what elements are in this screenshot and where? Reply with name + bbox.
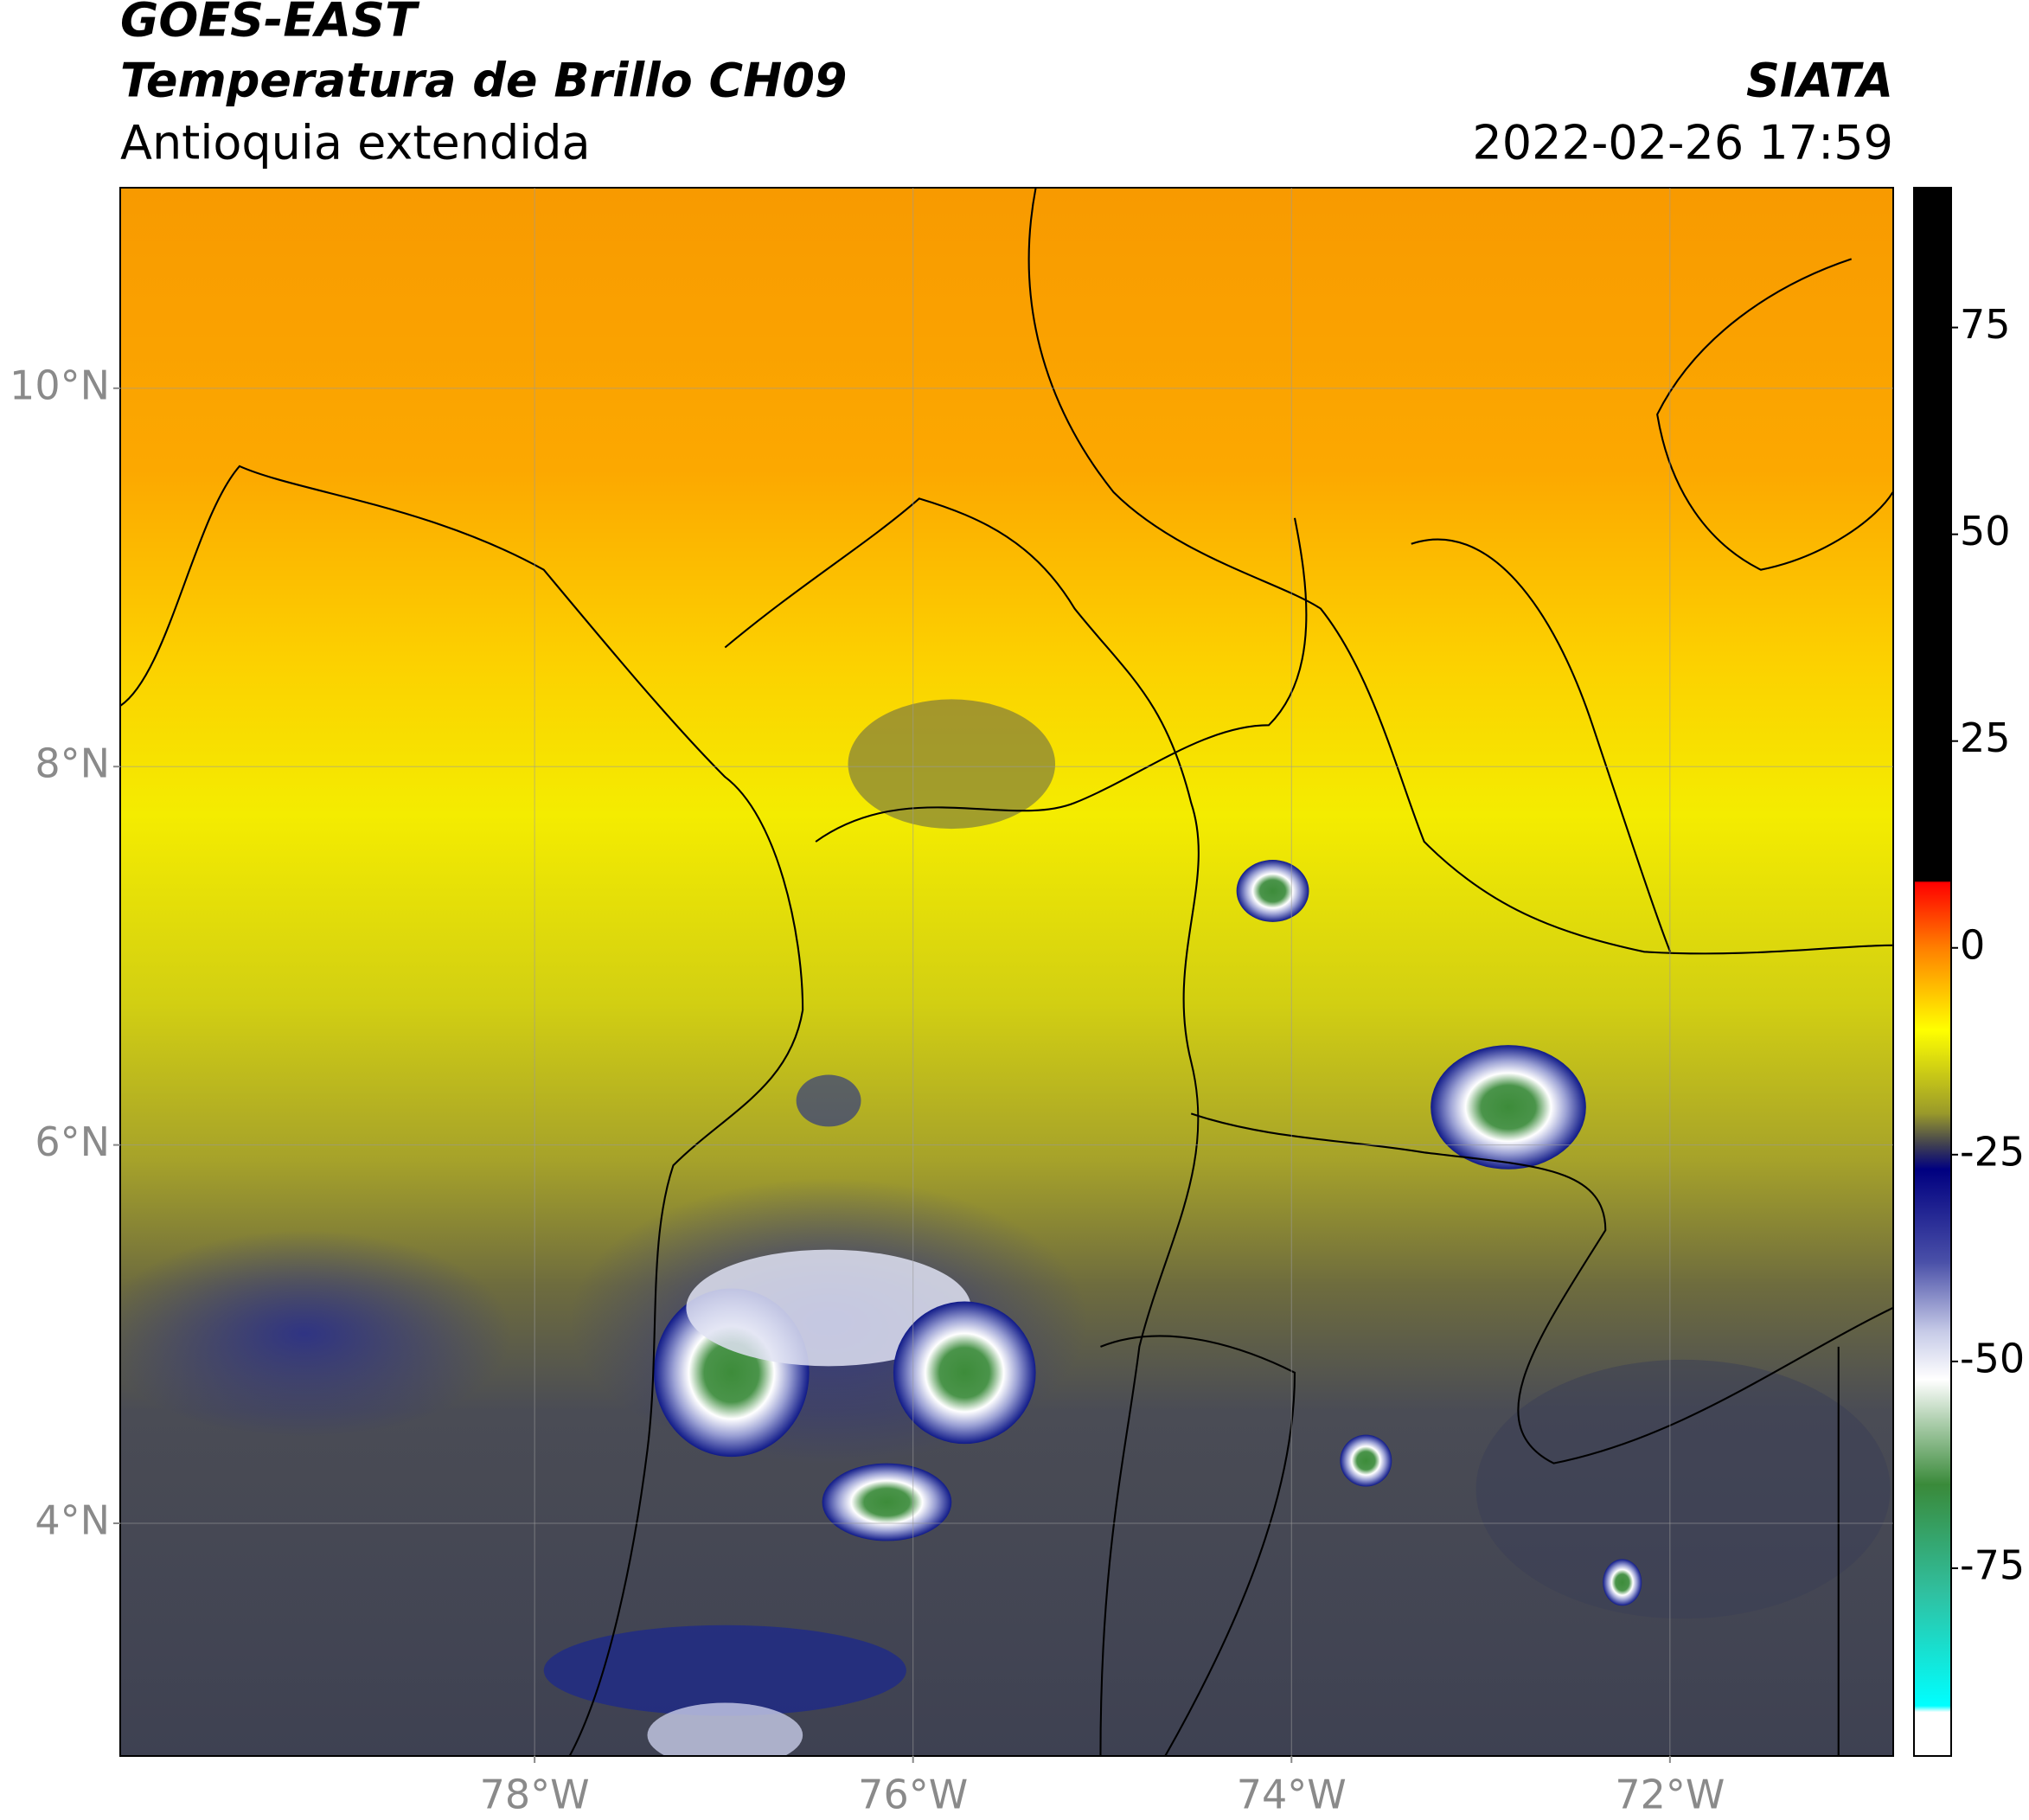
colorbar-tick-label: 50	[1960, 508, 2011, 554]
axes: 78°W 76°W 74°W 72°W 4°N 6°N 8°N 10°N -75 -50 -25 0 2…	[10, 188, 2025, 1818]
x-tick-label: 72°W	[1615, 1772, 1725, 1817]
colorbar-tick-label: 0	[1960, 921, 1985, 968]
colorbar-tick-label: 25	[1960, 715, 2011, 761]
x-tick-label: 76°W	[858, 1772, 968, 1817]
title: GOES-EAST	[120, 0, 420, 48]
y-tick-label: 6°N	[35, 1118, 110, 1165]
source: SIATA	[1746, 54, 1893, 108]
colorbar-tick-label: 75	[1960, 301, 2011, 348]
map-frame	[119, 187, 1894, 1757]
y-tick-label: 8°N	[35, 740, 110, 787]
region: Antioquia extendida	[120, 116, 591, 170]
map	[120, 188, 1893, 1756]
y-tick-label: 4°N	[35, 1497, 110, 1544]
x-tick-label: 74°W	[1237, 1772, 1347, 1817]
colorbar-tick-label: -50	[1960, 1335, 2025, 1381]
colorbar-tick-label: -25	[1960, 1128, 2025, 1175]
colorbar-tick-label: -75	[1960, 1541, 2025, 1588]
y-tick-label: 10°N	[10, 362, 110, 408]
x-tick-label: 78°W	[480, 1772, 590, 1817]
colorbar	[1913, 187, 1952, 1757]
clouds	[120, 188, 1893, 1756]
subtitle: Temperatura de Brillo CH09	[120, 54, 848, 108]
datetime: 2022-02-26 17:59	[1472, 116, 1893, 170]
